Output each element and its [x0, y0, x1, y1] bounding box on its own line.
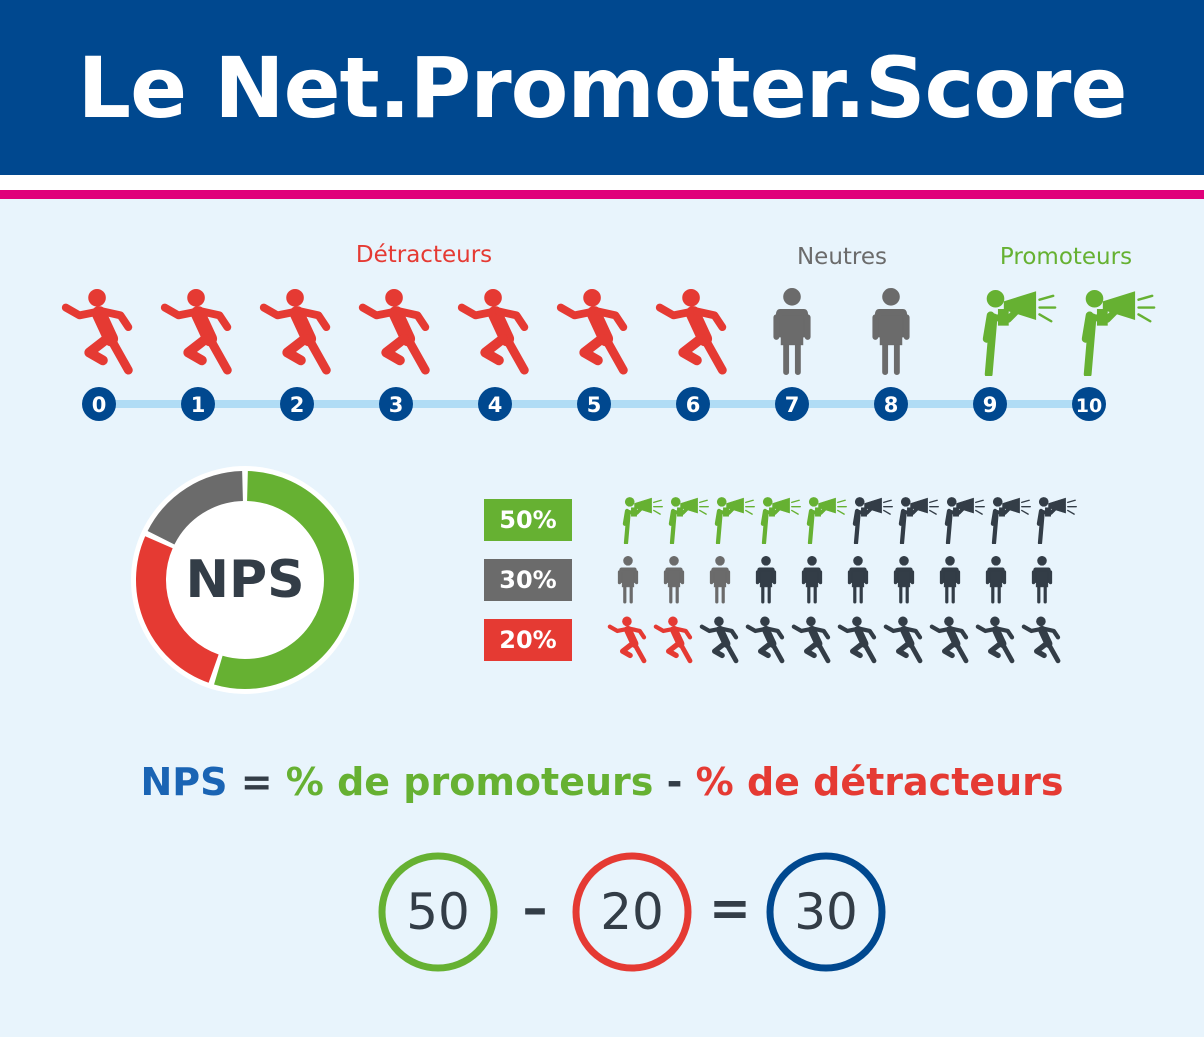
score-label: 7 — [785, 393, 800, 417]
runner-icon — [748, 617, 782, 661]
score-label: 0 — [92, 393, 107, 417]
megaphone-person-icon — [1086, 290, 1154, 374]
formula-equals: = — [240, 760, 273, 804]
score-label: 4 — [488, 393, 503, 417]
runner-icon — [932, 617, 966, 661]
person-icon — [709, 556, 731, 604]
score-dot — [775, 387, 809, 421]
formula-minus: - — [666, 760, 683, 804]
calc-detractors: 20 — [600, 883, 664, 941]
megaphone-person-icon — [855, 497, 892, 543]
person-icon — [663, 556, 685, 604]
score-label: 5 — [587, 393, 602, 417]
score-dot — [280, 387, 314, 421]
calc-minus: – — [522, 879, 548, 937]
megaphone-person-icon — [625, 497, 662, 543]
calc-result: 30 — [794, 883, 858, 941]
score-label: 2 — [290, 393, 305, 417]
score-dot — [973, 387, 1007, 421]
donut-segment-promoteurs — [214, 471, 354, 689]
person-icon — [893, 556, 915, 604]
calc-equals: = — [709, 879, 751, 937]
score-dot — [478, 387, 512, 421]
runner-icon — [363, 289, 426, 370]
megaphone-person-icon — [901, 497, 938, 543]
runner-icon — [656, 617, 690, 661]
promoters-circle — [378, 852, 498, 972]
legend-neutres: 30% — [484, 559, 572, 601]
score-dot — [874, 387, 908, 421]
label-detracteurs: Détracteurs — [355, 242, 493, 268]
runner-icon — [610, 617, 644, 661]
runner-icon — [561, 289, 624, 370]
megaphone-person-icon — [987, 290, 1055, 374]
person-icon — [939, 556, 961, 604]
runner-icon — [794, 617, 828, 661]
runner-icon — [840, 617, 874, 661]
header: Le Net.Promoter.Score — [0, 0, 1204, 175]
calc-promoters: 50 — [406, 883, 470, 941]
person-icon — [847, 556, 869, 604]
megaphone-person-icon — [671, 497, 708, 543]
score-dot — [181, 387, 215, 421]
divider — [0, 175, 1204, 190]
score-label: 1 — [191, 393, 206, 417]
score-label: 9 — [983, 393, 998, 417]
runner-icon — [462, 289, 525, 370]
score-label: 10 — [1076, 395, 1102, 417]
label-promoteurs: Promoteurs — [999, 244, 1133, 270]
megaphone-person-icon — [809, 497, 846, 543]
runner-icon — [660, 289, 723, 370]
person-icon — [617, 556, 639, 604]
score-dot — [676, 387, 710, 421]
megaphone-person-icon — [763, 497, 800, 543]
score-label: 3 — [389, 393, 404, 417]
formula-detractors: % de détracteurs — [695, 760, 1064, 804]
legend-detracteurs: 20% — [484, 619, 572, 661]
runner-icon — [978, 617, 1012, 661]
megaphone-person-icon — [1039, 497, 1076, 543]
result-circle — [766, 852, 886, 972]
runner-icon — [66, 289, 129, 370]
runner-icon — [264, 289, 327, 370]
runner-icon — [886, 617, 920, 661]
megaphone-person-icon — [717, 497, 754, 543]
person-icon — [875, 288, 906, 372]
page-title: Le Net.Promoter.Score — [77, 38, 1128, 137]
donut-segment-détracteurs — [136, 536, 220, 683]
accent-divider — [0, 190, 1204, 199]
person-icon — [776, 288, 807, 372]
person-icon — [801, 556, 823, 604]
donut-label: NPS — [185, 550, 305, 610]
person-icon — [755, 556, 777, 604]
nps-formula: NPS = % de promoteurs - % de détracteurs — [0, 760, 1204, 804]
megaphone-person-icon — [993, 497, 1030, 543]
detractors-circle — [572, 852, 692, 972]
score-label: 8 — [884, 393, 899, 417]
runner-icon — [1024, 617, 1058, 661]
person-icon — [1031, 556, 1053, 604]
runner-icon — [702, 617, 736, 661]
legend-promoteurs: 50% — [484, 499, 572, 541]
score-dot — [379, 387, 413, 421]
label-neutres: Neutres — [796, 244, 888, 270]
runner-icon — [165, 289, 228, 370]
score-dot — [1072, 387, 1106, 421]
score-label: 6 — [686, 393, 701, 417]
formula-promoters: % de promoteurs — [285, 760, 654, 804]
score-dot — [82, 387, 116, 421]
formula-nps: NPS — [140, 760, 228, 804]
megaphone-person-icon — [947, 497, 984, 543]
score-dot — [577, 387, 611, 421]
donut-segment-neutres — [147, 471, 244, 545]
person-icon — [985, 556, 1007, 604]
